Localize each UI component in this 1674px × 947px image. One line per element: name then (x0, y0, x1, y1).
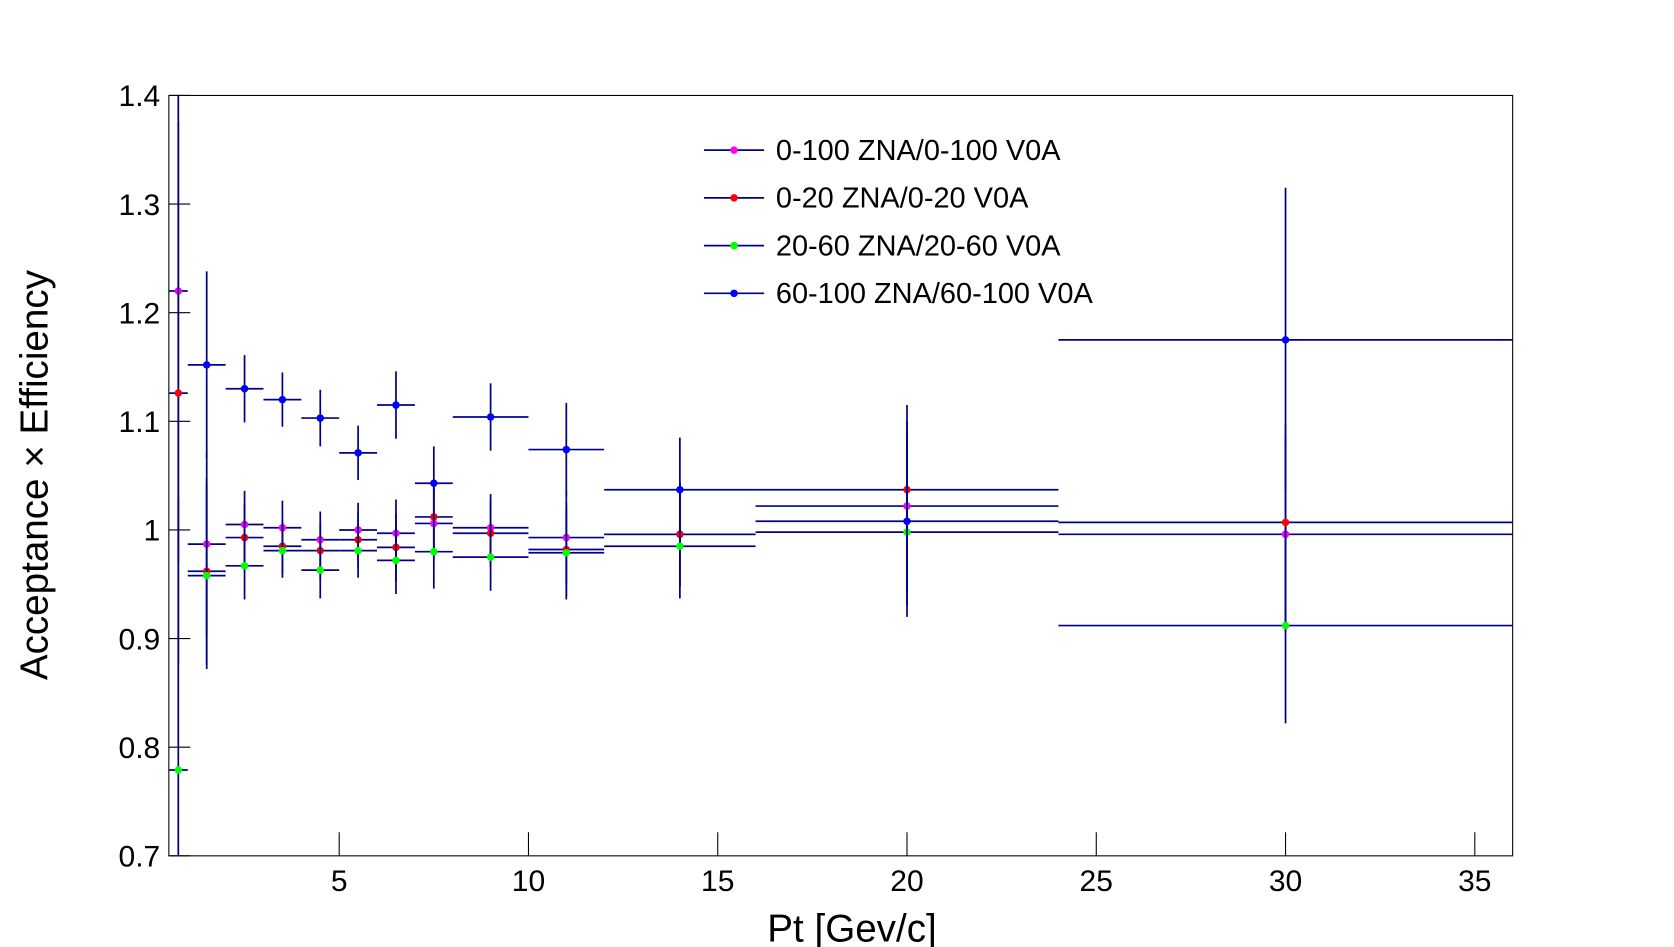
marker (486, 553, 495, 561)
legend-label: 20-60 ZNA/20-60 V0A (776, 230, 1061, 262)
legend-marker (730, 194, 738, 202)
marker (392, 401, 400, 409)
marker (676, 486, 684, 494)
marker (430, 479, 438, 488)
marker (174, 766, 183, 774)
x-tick-label: 30 (1269, 865, 1302, 898)
x-tick-label: 20 (890, 865, 923, 898)
marker (392, 556, 400, 565)
legend-label: 60-100 ZNA/60-100 V0A (776, 278, 1094, 310)
marker (174, 389, 183, 397)
marker (316, 566, 325, 574)
marker (562, 445, 571, 454)
x-axis-label: Pt [Gev/c] (767, 908, 936, 947)
marker (202, 361, 211, 369)
legend-label: 0-20 ZNA/0-20 V0A (776, 183, 1029, 215)
marker (676, 542, 684, 551)
x-tick-label: 15 (701, 865, 734, 898)
marker (562, 549, 571, 557)
legend-marker (730, 146, 738, 154)
marker (1281, 336, 1290, 344)
y-tick-label: 1.4 (119, 80, 161, 113)
x-tick-label: 5 (331, 865, 348, 898)
marker (903, 517, 911, 526)
marker (316, 414, 325, 422)
marker (240, 384, 249, 393)
legend-marker (730, 289, 738, 298)
y-tick-label: 0.9 (119, 623, 161, 656)
marker (278, 395, 287, 404)
plot-frame (168, 94, 1514, 857)
marker (1281, 518, 1290, 527)
y-tick-label: 0.7 (119, 841, 161, 874)
x-tick-label: 35 (1458, 865, 1491, 898)
y-tick-label: 1.3 (119, 189, 161, 222)
legend-label: 0-100 ZNA/0-100 V0A (776, 135, 1061, 167)
marker (278, 546, 287, 555)
marker (354, 449, 362, 457)
x-tick-label: 25 (1080, 865, 1113, 898)
y-tick-label: 0.8 (119, 732, 161, 765)
marker (240, 562, 249, 570)
marker (202, 571, 211, 580)
marker (486, 413, 495, 421)
y-axis-label: Acceptance × Efficiency (14, 269, 57, 680)
legend-marker (730, 241, 738, 250)
marker (430, 547, 438, 556)
y-tick-label: 1 (144, 515, 161, 548)
y-tick-label: 1.2 (119, 297, 161, 330)
marker (1281, 621, 1290, 630)
marker (354, 546, 362, 555)
x-tick-label: 10 (512, 865, 545, 898)
y-tick-label: 1.1 (119, 406, 161, 439)
